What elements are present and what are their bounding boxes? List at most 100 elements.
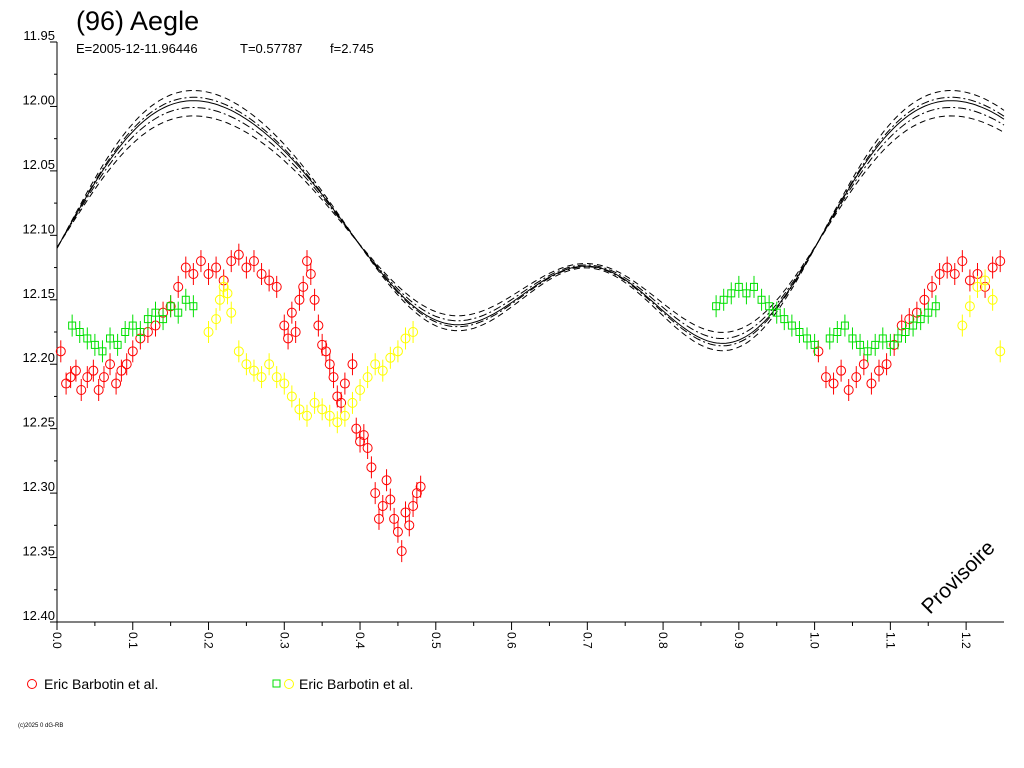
data-point-circle — [211, 262, 222, 273]
data-point-circle — [362, 443, 373, 453]
data-point-circle — [226, 256, 237, 267]
model-curve-dashdot — [56, 96, 1005, 347]
data-point-circle — [370, 488, 381, 499]
data-point-circle — [256, 372, 267, 383]
epoch-text: E=2005-12-11.96446 — [76, 41, 198, 56]
data-point-circle — [358, 430, 369, 441]
data-point-circle — [385, 494, 396, 505]
data-point-circle — [180, 262, 191, 273]
data-point-circle — [396, 546, 407, 557]
data-point-square — [113, 340, 122, 349]
data-point-square — [916, 315, 925, 324]
data-point-circle — [98, 372, 109, 383]
data-point-square — [871, 340, 880, 349]
data-point-square — [787, 321, 796, 330]
data-point-square — [795, 328, 804, 336]
data-point-square — [924, 308, 933, 317]
data-point-circle — [339, 378, 350, 389]
data-point-circle — [290, 327, 301, 337]
data-point-circle — [373, 513, 384, 524]
data-point-square — [90, 340, 99, 349]
data-point-circle — [203, 327, 214, 337]
data-point-square — [765, 302, 774, 311]
model-curve-solid — [56, 100, 1005, 344]
data-point-circle — [366, 462, 377, 473]
y-ticks: 11.95 12.00 12.05 12.10 12.15 12.20 12.25 12.30… — [22, 28, 57, 623]
data-point-circle — [980, 275, 991, 286]
data-point-circle — [919, 294, 930, 305]
y-tick-label: 12.20 — [22, 350, 55, 365]
data-point-square — [757, 295, 766, 304]
data-point-square — [886, 340, 895, 349]
data-point-circle — [222, 288, 233, 299]
data-point-circle — [934, 269, 945, 279]
data-point-circle — [370, 359, 381, 370]
data-point-square — [75, 328, 84, 336]
data-point-circle — [93, 385, 104, 395]
data-points — [55, 243, 1006, 563]
data-point-square — [931, 302, 940, 311]
data-point-circle — [347, 359, 358, 370]
y-tick-label: 12.40 — [22, 608, 55, 623]
data-point-circle — [873, 365, 884, 376]
data-point-circle — [389, 513, 400, 524]
data-point-circle — [347, 397, 358, 408]
legend-label-1: Eric Barbotin et al. — [44, 676, 158, 692]
x-tick-label: 0.3 — [277, 632, 291, 649]
data-point-circle — [995, 346, 1006, 357]
data-point-circle — [271, 281, 282, 292]
data-point-square — [128, 321, 137, 330]
data-point-circle — [336, 397, 347, 408]
x-tick-label: 0.2 — [202, 632, 216, 649]
axes — [56, 42, 1004, 623]
data-point-square — [893, 334, 902, 343]
data-point-square — [848, 334, 857, 343]
data-point-circle — [302, 410, 313, 421]
data-point-square — [106, 334, 115, 343]
model-curve-dashed — [56, 115, 1005, 333]
data-point-square — [810, 340, 819, 349]
data-point-circle — [385, 352, 396, 363]
chart-title: (96) Aegle — [76, 6, 199, 36]
data-point-circle — [324, 410, 335, 421]
data-point-circle — [995, 256, 1006, 267]
data-point-square — [181, 295, 190, 304]
data-point-square — [856, 340, 865, 349]
data-point-circle — [214, 294, 225, 305]
data-point-circle — [65, 372, 76, 383]
data-point-square — [159, 315, 168, 324]
legend-green-square-marker — [272, 679, 281, 688]
data-point-circle — [927, 281, 938, 292]
data-point-square — [174, 308, 183, 317]
data-point-square — [136, 328, 145, 336]
model-curves — [56, 89, 1005, 352]
data-point-square — [712, 302, 721, 311]
data-point-circle — [302, 256, 313, 267]
provisoire-watermark: Provisoire — [917, 536, 999, 618]
data-point-circle — [70, 365, 81, 376]
data-point-circle — [355, 385, 366, 395]
data-point-circle — [211, 314, 222, 325]
data-point-circle — [949, 269, 960, 279]
data-point-circle — [987, 262, 998, 273]
data-point-circle — [195, 256, 206, 267]
data-point-circle — [313, 320, 324, 331]
data-point-circle — [248, 365, 259, 376]
data-point-circle — [957, 320, 968, 331]
data-point-circle — [76, 385, 87, 395]
x-tick-label: 1.1 — [883, 632, 897, 649]
copyright-text: (c)2025 0 dG-RB — [18, 723, 63, 729]
data-point-circle — [957, 256, 968, 267]
y-tick-label: 12.15 — [22, 286, 55, 301]
data-point-circle — [851, 372, 862, 383]
data-point-circle — [392, 526, 403, 537]
data-point-circle — [233, 249, 244, 260]
x-tick-label: 1.2 — [959, 632, 973, 649]
data-point-square — [83, 334, 92, 343]
data-point-circle — [264, 359, 275, 370]
data-point-square — [166, 302, 175, 311]
data-point-circle — [271, 372, 282, 383]
data-point-circle — [964, 301, 975, 312]
data-point-circle — [866, 378, 877, 389]
data-point-square — [121, 328, 130, 336]
